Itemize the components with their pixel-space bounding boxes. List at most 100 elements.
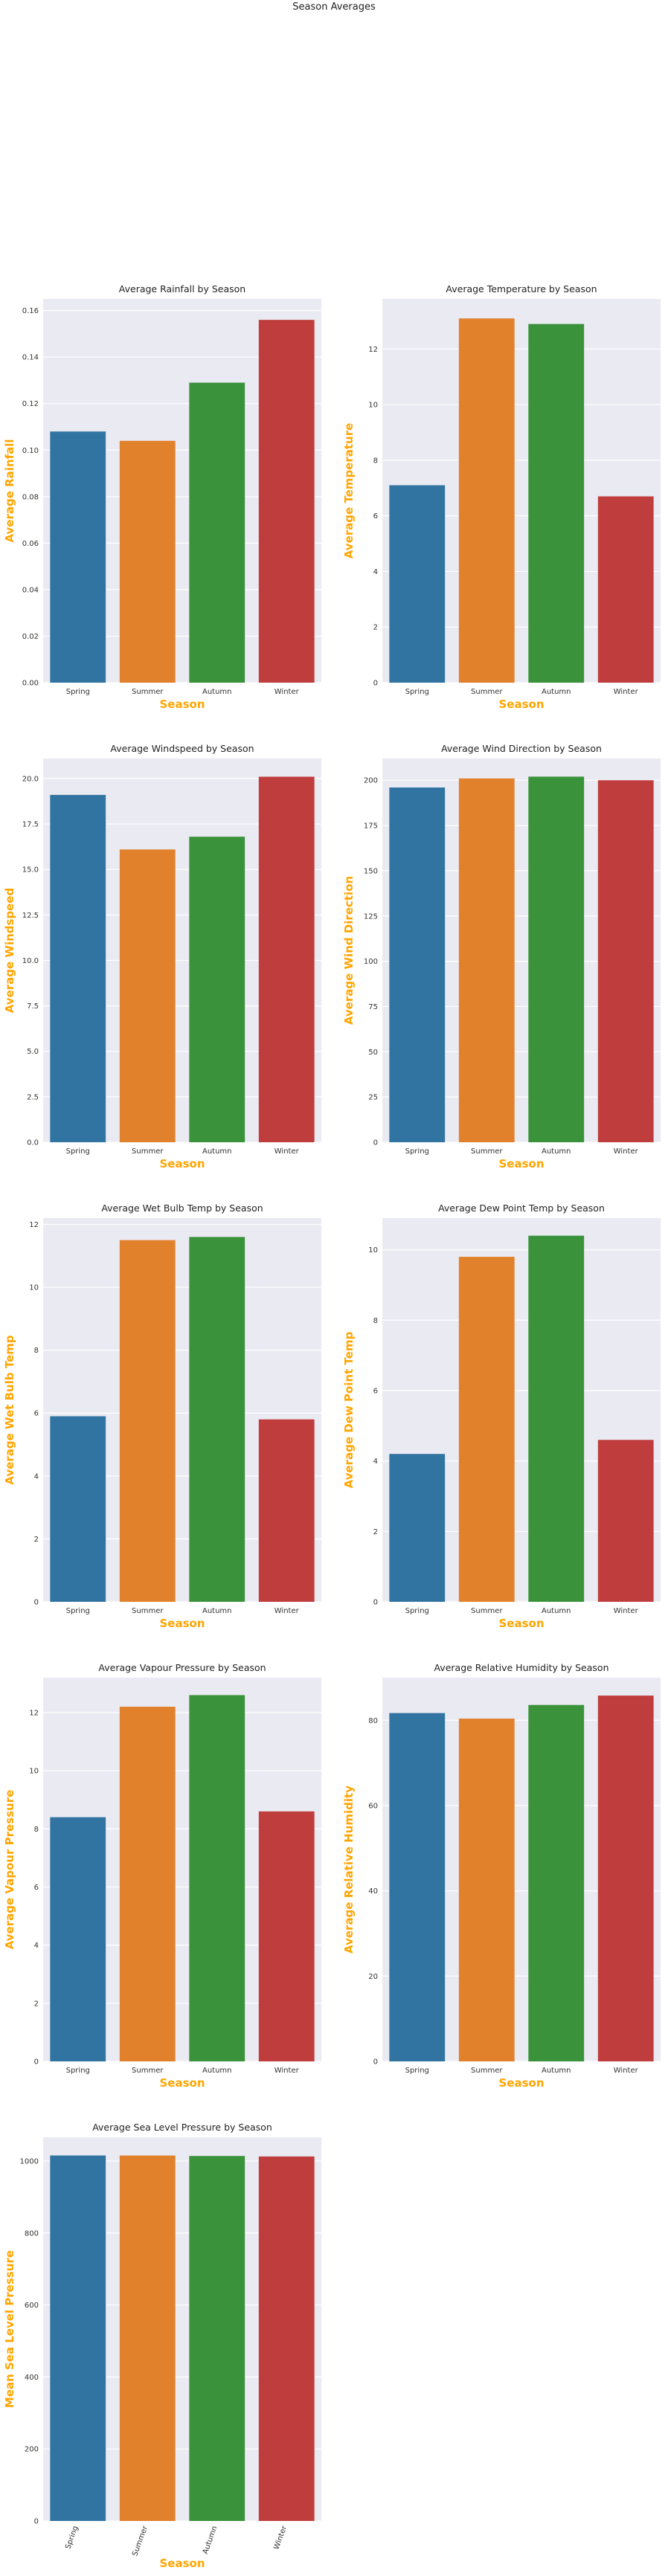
bar-spring xyxy=(50,1416,106,1602)
chart-panel-4: 0 25 50 75 100 125 150 175 200 Spring Summer Autumn… xyxy=(342,743,661,1171)
y-tick-label: 0.10 xyxy=(22,447,39,455)
y-tick-label: 40 xyxy=(368,1887,378,1896)
bar-summer xyxy=(458,318,515,683)
bar-autumn xyxy=(189,1695,245,2061)
bar-summer xyxy=(119,1240,176,1602)
bar-winter xyxy=(597,780,654,1142)
y-tick-label: 6 xyxy=(373,1387,378,1395)
x-tick-label: Winter xyxy=(274,1607,300,1615)
bar-spring xyxy=(389,1713,446,2061)
y-tick-label: 8 xyxy=(34,1826,39,1834)
bar-spring xyxy=(50,431,106,683)
y-axis-label: Average Rainfall xyxy=(3,439,16,542)
x-axis-label: Season xyxy=(498,1617,544,1630)
x-axis-label: Season xyxy=(159,698,205,711)
y-tick-label: 0 xyxy=(34,2058,39,2067)
x-tick-label: Spring xyxy=(405,2067,429,2075)
x-axis-label: Season xyxy=(498,1157,544,1171)
y-tick-label: 12 xyxy=(29,1221,39,1229)
y-tick-label: 50 xyxy=(368,1049,378,1057)
y-axis-label: Average Wind Direction xyxy=(342,876,356,1025)
x-tick-label: Winter xyxy=(274,1147,300,1156)
y-tick-label: 6 xyxy=(373,512,378,521)
y-tick-label: 1000 xyxy=(20,2157,39,2166)
x-axis-label: Season xyxy=(498,698,544,711)
chart-title: Average Sea Level Pressure by Season xyxy=(92,2122,272,2133)
y-tick-label: 0.00 xyxy=(22,680,39,688)
bar-summer xyxy=(119,1707,176,2061)
x-tick-label: Summer xyxy=(131,2524,150,2557)
y-tick-label: 12.5 xyxy=(22,912,39,920)
x-tick-label: Spring xyxy=(66,2067,90,2075)
bar-spring xyxy=(389,1454,446,1602)
bar-spring xyxy=(50,2155,106,2521)
x-tick-label: Summer xyxy=(132,2067,164,2075)
x-tick-label: Autumn xyxy=(202,688,232,696)
y-tick-label: 5.0 xyxy=(27,1048,39,1056)
y-tick-label: 2 xyxy=(34,2000,39,2008)
bar-winter xyxy=(258,776,315,1142)
y-tick-label: 0 xyxy=(373,1139,378,1147)
x-axis-label: Season xyxy=(498,2076,544,2090)
y-tick-label: 800 xyxy=(25,2229,39,2238)
chart-panel-8: 0 20 40 60 80 Spring Summer Autumn Winter Average… xyxy=(342,1662,661,2090)
y-tick-label: 20 xyxy=(368,1973,378,1981)
bar-winter xyxy=(597,1696,654,2061)
bar-autumn xyxy=(528,776,585,1142)
chart-title: Average Wet Bulb Temp by Season xyxy=(101,1202,263,1214)
y-tick-label: 0 xyxy=(34,2518,39,2526)
x-tick-label: Winter xyxy=(272,2524,289,2551)
y-tick-label: 12 xyxy=(368,346,378,354)
y-tick-label: 0.0 xyxy=(27,1139,39,1147)
y-tick-label: 175 xyxy=(364,822,378,831)
x-tick-label: Summer xyxy=(471,1607,503,1615)
y-tick-label: 4 xyxy=(373,1458,378,1466)
y-axis-label: Average Dew Point Temp xyxy=(342,1331,356,1488)
x-tick-label: Summer xyxy=(471,688,503,696)
y-tick-label: 4 xyxy=(34,1472,39,1481)
y-tick-label: 8 xyxy=(34,1347,39,1355)
x-tick-label: Spring xyxy=(64,2525,80,2550)
x-tick-label: Autumn xyxy=(202,1147,232,1156)
bar-summer xyxy=(458,1719,515,2061)
bar-autumn xyxy=(189,382,245,683)
y-tick-label: 2 xyxy=(373,624,378,632)
y-tick-label: 150 xyxy=(364,867,378,875)
y-tick-label: 12 xyxy=(29,1709,39,1717)
bar-winter xyxy=(258,1419,315,1602)
y-tick-label: 0.16 xyxy=(22,307,39,315)
x-tick-label: Autumn xyxy=(542,1607,571,1615)
y-axis-label: Average Wet Bulb Temp xyxy=(3,1335,16,1485)
x-tick-label: Autumn xyxy=(542,688,571,696)
x-tick-label: Winter xyxy=(274,2067,300,2075)
y-tick-label: 0 xyxy=(373,1599,378,1607)
y-tick-label: 0.12 xyxy=(22,400,39,408)
bar-spring xyxy=(50,1817,106,2061)
y-tick-label: 8 xyxy=(373,457,378,465)
y-tick-label: 8 xyxy=(373,1317,378,1325)
y-tick-label: 6 xyxy=(34,1410,39,1418)
y-tick-label: 75 xyxy=(368,1003,378,1011)
y-tick-label: 200 xyxy=(364,777,378,785)
chart-panel-2: 0 2 4 6 8 10 12 Spring Summer Autumn Winter Average… xyxy=(342,283,661,711)
bar-autumn xyxy=(189,2156,245,2521)
y-tick-label: 0 xyxy=(34,1599,39,1607)
bar-winter xyxy=(597,1440,654,1602)
y-axis-label: Average Windspeed xyxy=(3,888,16,1014)
x-tick-label: Summer xyxy=(132,1147,164,1156)
x-tick-label: Spring xyxy=(405,688,429,696)
bar-autumn xyxy=(528,1235,585,1602)
y-tick-label: 4 xyxy=(373,568,378,576)
x-tick-label: Summer xyxy=(471,2067,503,2075)
x-tick-label: Spring xyxy=(66,688,90,696)
chart-title: Average Wind Direction by Season xyxy=(441,743,602,754)
x-tick-label: Spring xyxy=(66,1147,90,1156)
y-axis-label: Average Vapour Pressure xyxy=(3,1790,16,1950)
x-tick-label: Autumn xyxy=(202,2067,232,2075)
y-tick-label: 0.06 xyxy=(22,540,39,548)
y-tick-label: 2 xyxy=(34,1536,39,1544)
y-tick-label: 10.0 xyxy=(22,957,39,965)
y-axis-label: Average Temperature xyxy=(342,423,356,559)
x-axis-label: Season xyxy=(159,1157,205,1171)
y-tick-label: 600 xyxy=(25,2302,39,2310)
